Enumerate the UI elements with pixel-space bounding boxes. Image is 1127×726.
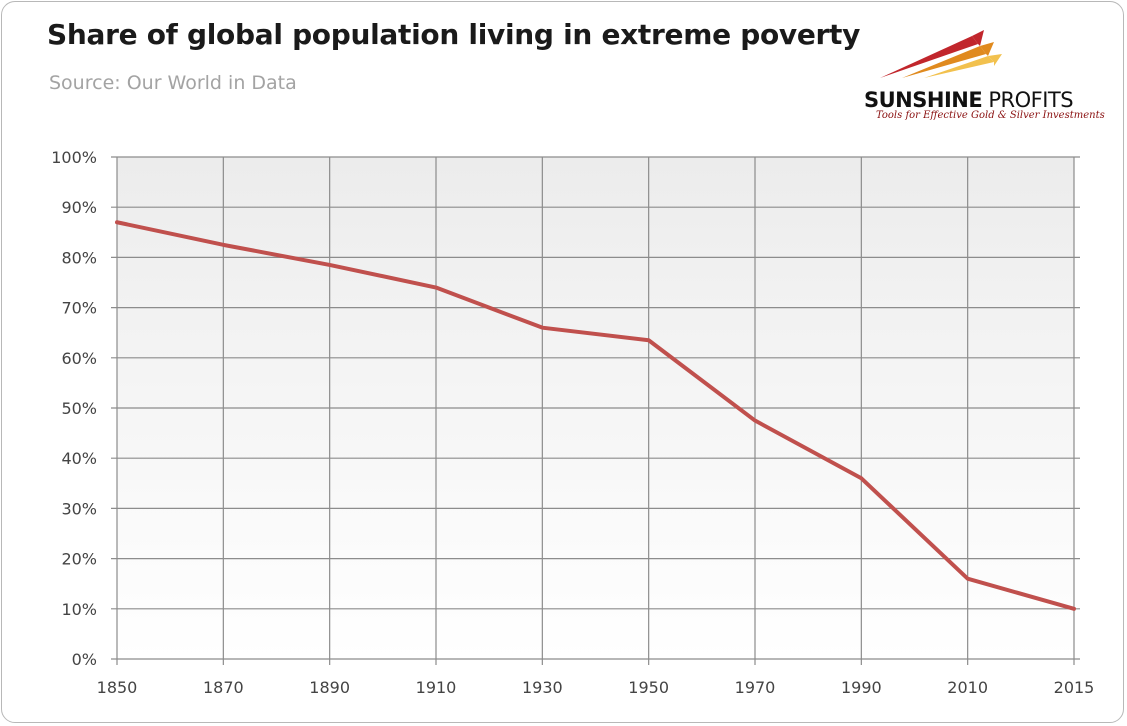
y-tick-label: 90% [61, 198, 97, 217]
y-tick-label: 60% [61, 349, 97, 368]
series-group [115, 220, 1076, 611]
logo-arrows-icon [880, 30, 1002, 78]
y-tick-label: 50% [61, 399, 97, 418]
y-tick-label: 100% [51, 148, 97, 167]
x-tick-label: 2015 [1054, 678, 1095, 697]
x-tick-label: 1870 [203, 678, 244, 697]
y-tick-label: 40% [61, 449, 97, 468]
x-tick-label: 1950 [628, 678, 669, 697]
y-tick-label: 0% [72, 650, 97, 669]
y-tick-label: 10% [61, 600, 97, 619]
x-tick-label: 1850 [97, 678, 138, 697]
gridlines [111, 156, 1080, 665]
y-tick-label: 30% [61, 499, 97, 518]
series-line [115, 220, 1076, 611]
x-tick-label: 1910 [416, 678, 457, 697]
chart-subtitle: Source: Our World in Data [49, 72, 297, 94]
y-tick-label: 80% [61, 248, 97, 267]
x-tick-label: 1890 [309, 678, 350, 697]
y-tick-label: 70% [61, 299, 97, 318]
x-tick-label: 1970 [735, 678, 776, 697]
sunshine-profits-logo: SUNSHINE PROFITS Tools for Effective Gol… [862, 22, 1105, 122]
y-axis-ticks: 0% 10% 20% 30% 40% 50% 60% 70% 80% 90% 100% [51, 148, 97, 669]
x-tick-label: 1930 [522, 678, 563, 697]
chart-title: Share of global population living in ext… [47, 18, 861, 51]
x-tick-label: 1990 [841, 678, 882, 697]
y-tick-label: 20% [61, 550, 97, 569]
x-axis-ticks: 1850 1870 1890 1910 1930 1950 1970 1990 2010 2015 [97, 678, 1095, 697]
x-tick-label: 2010 [947, 678, 988, 697]
logo-name: SUNSHINE PROFITS [864, 88, 1074, 112]
logo-tagline: Tools for Effective Gold & Silver Invest… [876, 110, 1105, 121]
